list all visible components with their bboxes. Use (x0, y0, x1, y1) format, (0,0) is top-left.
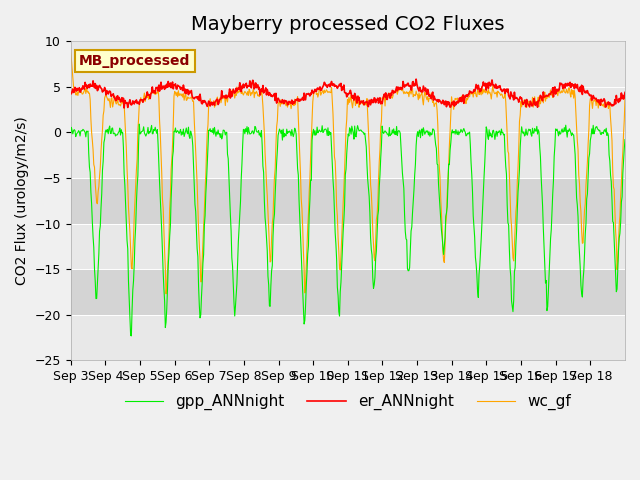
gpp_ANNnight (127, 333, 135, 339)
er_ANNnight (234, 85, 242, 91)
Line: gpp_ANNnight: gpp_ANNnight (70, 124, 625, 336)
Text: MB_processed: MB_processed (79, 54, 190, 68)
er_ANNnight (412, 76, 420, 82)
Line: er_ANNnight: er_ANNnight (70, 79, 625, 108)
gpp_ANNnight (262, 235, 270, 240)
Bar (70, 178, 625, 224)
er_ANNnight (621, 90, 629, 96)
er_ANNnight (120, 105, 128, 111)
Line: wc_gf: wc_gf (70, 50, 625, 294)
wc_gf (621, 95, 629, 101)
wc_gf (234, 89, 242, 95)
gpp_ANNnight (132, 200, 140, 205)
er_ANNnight (132, 97, 140, 103)
er_ANNnight (438, 101, 445, 107)
wc_gf (262, 165, 269, 170)
gpp_ANNnight (236, 225, 243, 230)
wc_gf (437, 195, 445, 201)
er_ANNnight (262, 85, 269, 91)
er_ANNnight (283, 98, 291, 104)
wc_gf (283, 100, 291, 106)
wc_gf (67, 48, 74, 53)
gpp_ANNnight (438, 227, 445, 233)
gpp_ANNnight (67, 131, 74, 137)
wc_gf (132, 180, 140, 186)
gpp_ANNnight (136, 121, 143, 127)
Title: Mayberry processed CO2 Fluxes: Mayberry processed CO2 Fluxes (191, 15, 504, 34)
gpp_ANNnight (284, 131, 291, 136)
wc_gf (406, 88, 413, 94)
er_ANNnight (67, 90, 74, 96)
wc_gf (162, 291, 170, 297)
Y-axis label: CO2 Flux (urology/m2/s): CO2 Flux (urology/m2/s) (15, 116, 29, 285)
Legend: gpp_ANNnight, er_ANNnight, wc_gf: gpp_ANNnight, er_ANNnight, wc_gf (119, 388, 577, 417)
Bar (70, 269, 625, 315)
gpp_ANNnight (621, 137, 629, 143)
er_ANNnight (406, 84, 413, 89)
gpp_ANNnight (406, 246, 414, 252)
